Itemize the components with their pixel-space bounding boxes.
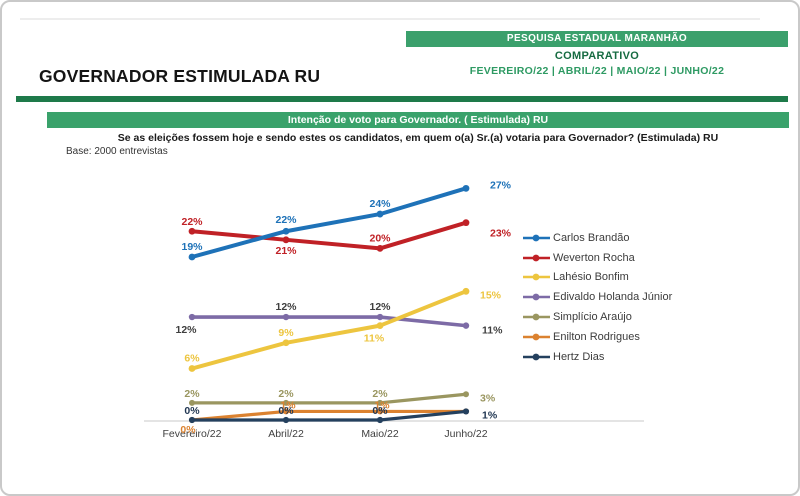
data-label: 15% <box>480 289 502 301</box>
data-point <box>462 287 470 295</box>
legend-item-simplicio-araujo: Simplício Araújo <box>523 310 672 324</box>
data-label: 21% <box>275 245 297 257</box>
legend-label: Edivaldo Holanda Júnior <box>553 291 673 304</box>
data-label: 11% <box>482 325 503 337</box>
data-point <box>462 322 470 329</box>
series-line <box>190 315 468 328</box>
x-axis-label: Fevereiro/22 <box>163 428 222 440</box>
series-line <box>190 392 468 405</box>
page-title: GOVERNADOR ESTIMULADA RU <box>39 66 321 86</box>
data-label: 20% <box>369 232 391 244</box>
legend-marker-icon <box>523 353 550 360</box>
data-point <box>282 339 290 347</box>
data-label: 11% <box>364 333 385 345</box>
data-label: 2% <box>372 388 388 400</box>
data-label: 1% <box>482 409 498 421</box>
data-point <box>188 416 196 424</box>
legend-label: Simplício Araújo <box>553 310 632 323</box>
legend-marker-icon <box>523 254 550 261</box>
data-label: 1% <box>280 399 296 411</box>
legend-label: Hertz Dias <box>553 350 605 363</box>
data-label: 1% <box>374 399 390 411</box>
series-line <box>190 409 468 422</box>
survey-banner: PESQUISA ESTADUAL MARANHÃO <box>406 31 788 47</box>
data-label: 6% <box>184 353 200 365</box>
top-divider <box>20 18 760 20</box>
data-point <box>462 219 470 227</box>
legend-label: Weverton Rocha <box>553 251 635 264</box>
data-point <box>282 236 290 244</box>
legend-marker-icon <box>523 333 550 341</box>
line-chart: Fevereiro/22 Abril/22 Maio/22 Junho/22 12% 12… <box>144 179 644 440</box>
legend-item-lahesio-bonfim: Lahésio Bonfim <box>523 271 672 285</box>
legend-label: Lahésio Bonfim <box>553 271 629 284</box>
data-label: 23% <box>490 228 512 240</box>
data-point <box>283 408 289 415</box>
data-label: 27% <box>490 179 512 191</box>
data-point <box>462 408 470 415</box>
data-label: 22% <box>275 214 297 226</box>
legend-label: Enilton Rodrigues <box>553 330 640 343</box>
legend-marker-icon <box>523 293 550 301</box>
data-point <box>188 227 196 235</box>
legend-item-edivaldo-holanda-junior: Edivaldo Holanda Júnior <box>523 290 672 304</box>
data-point <box>283 399 289 406</box>
x-axis-label: Junho/22 <box>444 428 487 440</box>
data-label: 2% <box>278 388 294 400</box>
chart-legend: Carlos Brandão Weverton Rocha Lahésio Bonf… <box>523 231 672 370</box>
legend-item-carlos-brandao: Carlos Brandão <box>523 231 672 245</box>
data-label: 3% <box>480 392 496 404</box>
legend-marker-icon <box>523 234 550 242</box>
x-axis-label: Abril/22 <box>268 428 304 440</box>
data-point <box>462 184 470 192</box>
survey-periods: FEVEREIRO/22 | ABRIL/22 | MAIO/22 | JUNH… <box>469 65 725 77</box>
data-point <box>282 227 290 235</box>
data-label: 0% <box>278 405 294 417</box>
data-point <box>376 210 384 218</box>
sample-base: Base: 2000 entrevistas <box>66 146 168 157</box>
legend-item-enilton-rodrigues: Enilton Rodrigues <box>523 330 672 344</box>
series-line <box>190 289 468 371</box>
series-line <box>190 186 468 259</box>
x-axis-label: Maio/22 <box>361 428 399 440</box>
legend-label: Carlos Brandão <box>553 231 630 244</box>
data-label: 12% <box>275 301 297 313</box>
data-label: 12% <box>369 301 391 313</box>
survey-question: Se as eleições fossem hoje e sendo estes… <box>117 132 719 144</box>
legend-marker-icon <box>523 273 550 281</box>
data-label: 9% <box>278 327 294 339</box>
comparativo-label: COMPARATIVO <box>554 50 640 62</box>
data-point <box>377 399 383 406</box>
series-line <box>190 409 468 422</box>
data-point <box>376 416 384 424</box>
data-label: 0% <box>184 405 200 417</box>
data-label: 2% <box>184 388 200 400</box>
data-label: 22% <box>181 216 203 228</box>
data-label: 19% <box>181 241 203 253</box>
data-label: 12% <box>175 324 197 336</box>
chart-title-bar: Intenção de voto para Governador. ( Esti… <box>47 112 789 128</box>
data-label: 24% <box>369 198 391 210</box>
data-point <box>376 322 384 330</box>
data-point <box>282 313 290 321</box>
legend-item-weverton-rocha: Weverton Rocha <box>523 251 672 265</box>
data-point <box>377 408 383 415</box>
legend-marker-icon <box>523 313 550 321</box>
data-label: 0% <box>372 405 388 417</box>
legend-item-hertz-dias: Hertz Dias <box>523 350 672 364</box>
data-point <box>376 313 384 321</box>
data-point <box>282 416 290 424</box>
data-label: 0% <box>180 424 196 436</box>
header-rule <box>16 96 788 102</box>
data-point <box>188 365 196 372</box>
data-point <box>188 313 196 321</box>
data-point <box>189 399 195 406</box>
data-point <box>188 253 196 261</box>
data-point <box>463 391 469 398</box>
series-line <box>190 220 468 251</box>
data-point <box>376 245 384 252</box>
